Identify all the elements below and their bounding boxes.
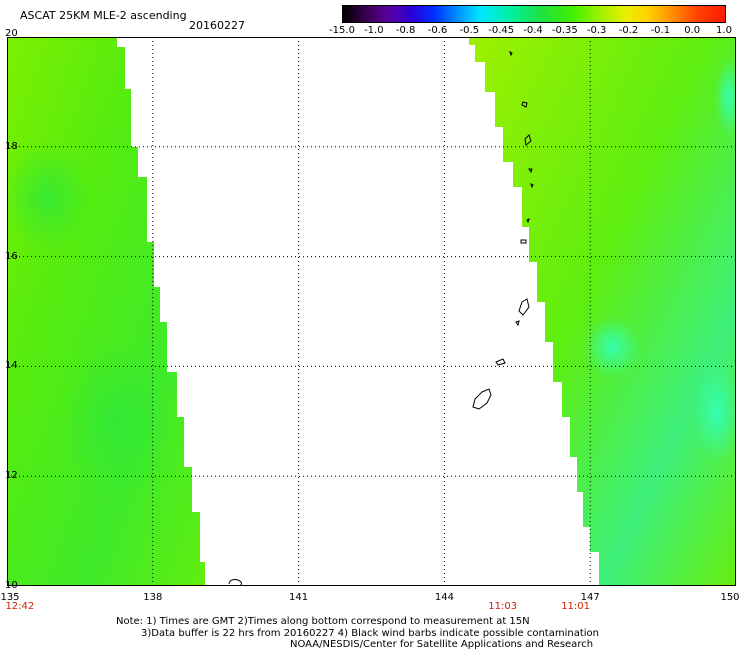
colorbar-label: -0.6 xyxy=(427,25,448,36)
lat-label: 18 xyxy=(5,140,18,152)
lon-label: 138 xyxy=(143,592,163,603)
colorbar-label: -0.8 xyxy=(395,25,416,36)
map-border xyxy=(7,37,736,586)
cyan-patch-east xyxy=(693,362,736,462)
island-agrihan xyxy=(528,168,533,174)
island-guam xyxy=(472,388,492,410)
island-farallon xyxy=(509,51,513,57)
lat-label: 14 xyxy=(5,360,18,372)
lon-label: 150 xyxy=(720,592,740,603)
time-label: 12:42 xyxy=(5,601,35,612)
island-tinian xyxy=(515,320,520,327)
island-pagan xyxy=(524,134,532,146)
map-date: 20160227 xyxy=(189,19,245,32)
island-sarigan xyxy=(526,218,530,224)
lon-label: 135 xyxy=(0,592,20,603)
colorbar-label: -15.0 xyxy=(329,25,355,36)
colorbar-label: -1.0 xyxy=(364,25,384,36)
green-spot-left-top xyxy=(7,142,92,252)
cyan-patch-center xyxy=(584,317,640,377)
lat-label: 10 xyxy=(5,580,18,591)
lat-label: 16 xyxy=(5,250,18,262)
lon-label: 144 xyxy=(434,592,454,603)
note-line-2: 3)Data buffer is 22 hrs from 20160227 4)… xyxy=(141,628,599,639)
colorbar-label: -0.45 xyxy=(488,25,515,36)
time-label: 11:01 xyxy=(561,601,591,612)
swath-right xyxy=(469,37,736,586)
island-anatahan xyxy=(520,239,527,244)
colorbar-label: 1.0 xyxy=(716,25,732,36)
time-label: 11:03 xyxy=(488,601,518,612)
colorbar-label: 0.0 xyxy=(684,25,701,36)
lon-label: 147 xyxy=(580,592,600,603)
cyan-patch-ne xyxy=(715,57,736,137)
swath-left xyxy=(7,37,205,586)
map-title: ASCAT 25KM MLE-2 ascending xyxy=(20,9,187,22)
island-rota xyxy=(495,358,506,366)
colorbar-label: -0.3 xyxy=(586,25,607,36)
colorbar-label: -0.35 xyxy=(551,25,578,36)
lat-label: 20 xyxy=(5,28,18,39)
note-line-3: NOAA/NESDIS/Center for Satellite Applica… xyxy=(290,639,594,650)
green-spot-left xyxy=(62,342,172,502)
note-line-1: Note: 1) Times are GMT 2)Times along bot… xyxy=(116,616,530,627)
colorbar-label: -0.4 xyxy=(523,25,543,36)
map-panel xyxy=(7,37,736,586)
island-alamagan xyxy=(530,183,534,189)
colorbar xyxy=(342,5,726,23)
colorbar-labels: -15.0 -1.0 -0.8 -0.6 -0.5 -0.45 -0.4 -0.35 -0.3-… xyxy=(329,25,732,37)
colorbar-label: -0.1 xyxy=(650,25,671,36)
lon-label: 141 xyxy=(289,592,309,603)
lat-label: 12 xyxy=(5,470,18,482)
colorbar-label: -0.2 xyxy=(618,25,639,36)
island-palau-reef xyxy=(228,579,242,586)
island-asuncion xyxy=(521,101,528,108)
colorbar-label: -0.5 xyxy=(459,25,480,36)
island-saipan xyxy=(518,298,530,316)
